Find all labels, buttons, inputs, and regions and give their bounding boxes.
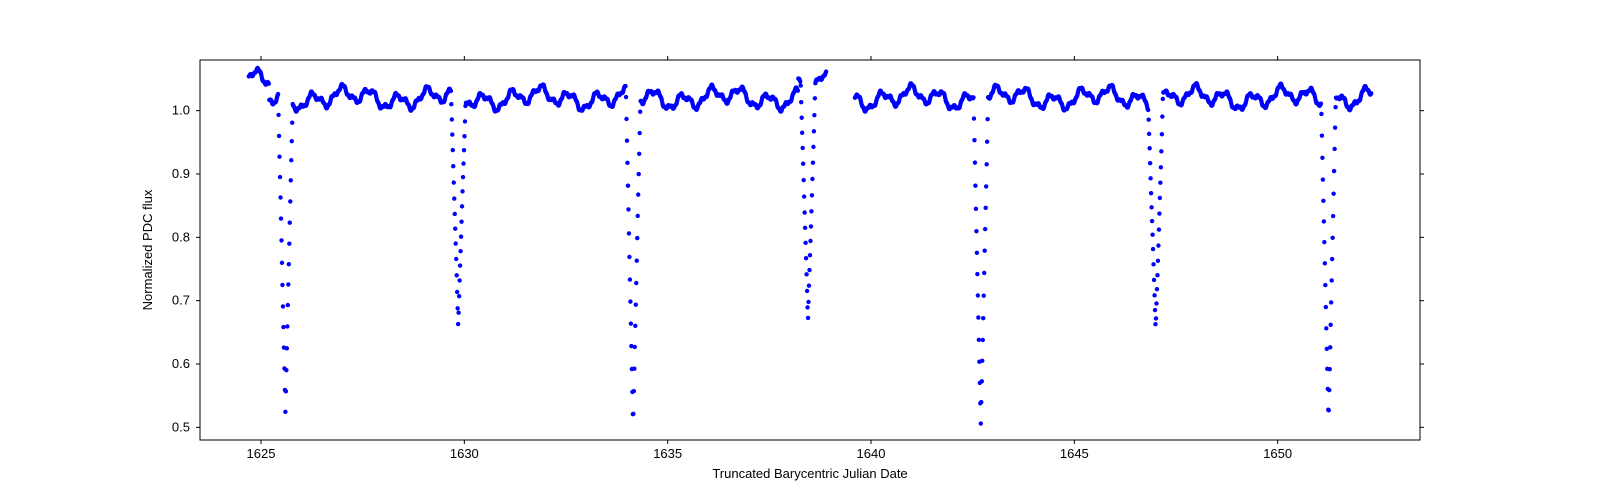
x-tick-label: 1630 [450, 446, 479, 461]
x-tick-label: 1645 [1060, 446, 1089, 461]
light-curve-chart: 1625 1630 1635 1640 1645 1650 0.5 0.6 0.7 0.8 0.9 1… [0, 0, 1600, 500]
y-tick-label: 0.9 [172, 166, 190, 181]
x-tick-label: 1650 [1263, 446, 1292, 461]
x-tick-label: 1635 [653, 446, 682, 461]
data-points [247, 66, 1374, 426]
x-tick-label: 1640 [857, 446, 886, 461]
plot-border [200, 60, 1420, 440]
y-tick-label: 0.6 [172, 356, 190, 371]
y-axis-label: Normalized PDC flux [140, 189, 155, 310]
y-tick-label: 0.8 [172, 229, 190, 244]
x-tick-label: 1625 [247, 446, 276, 461]
chart-svg: 1625 1630 1635 1640 1645 1650 0.5 0.6 0.7 0.8 0.9 1… [0, 0, 1600, 500]
x-axis-label: Truncated Barycentric Julian Date [712, 466, 907, 481]
y-tick-label: 1.0 [172, 103, 190, 118]
y-tick-label: 0.5 [172, 419, 190, 434]
y-tick-label: 0.7 [172, 293, 190, 308]
